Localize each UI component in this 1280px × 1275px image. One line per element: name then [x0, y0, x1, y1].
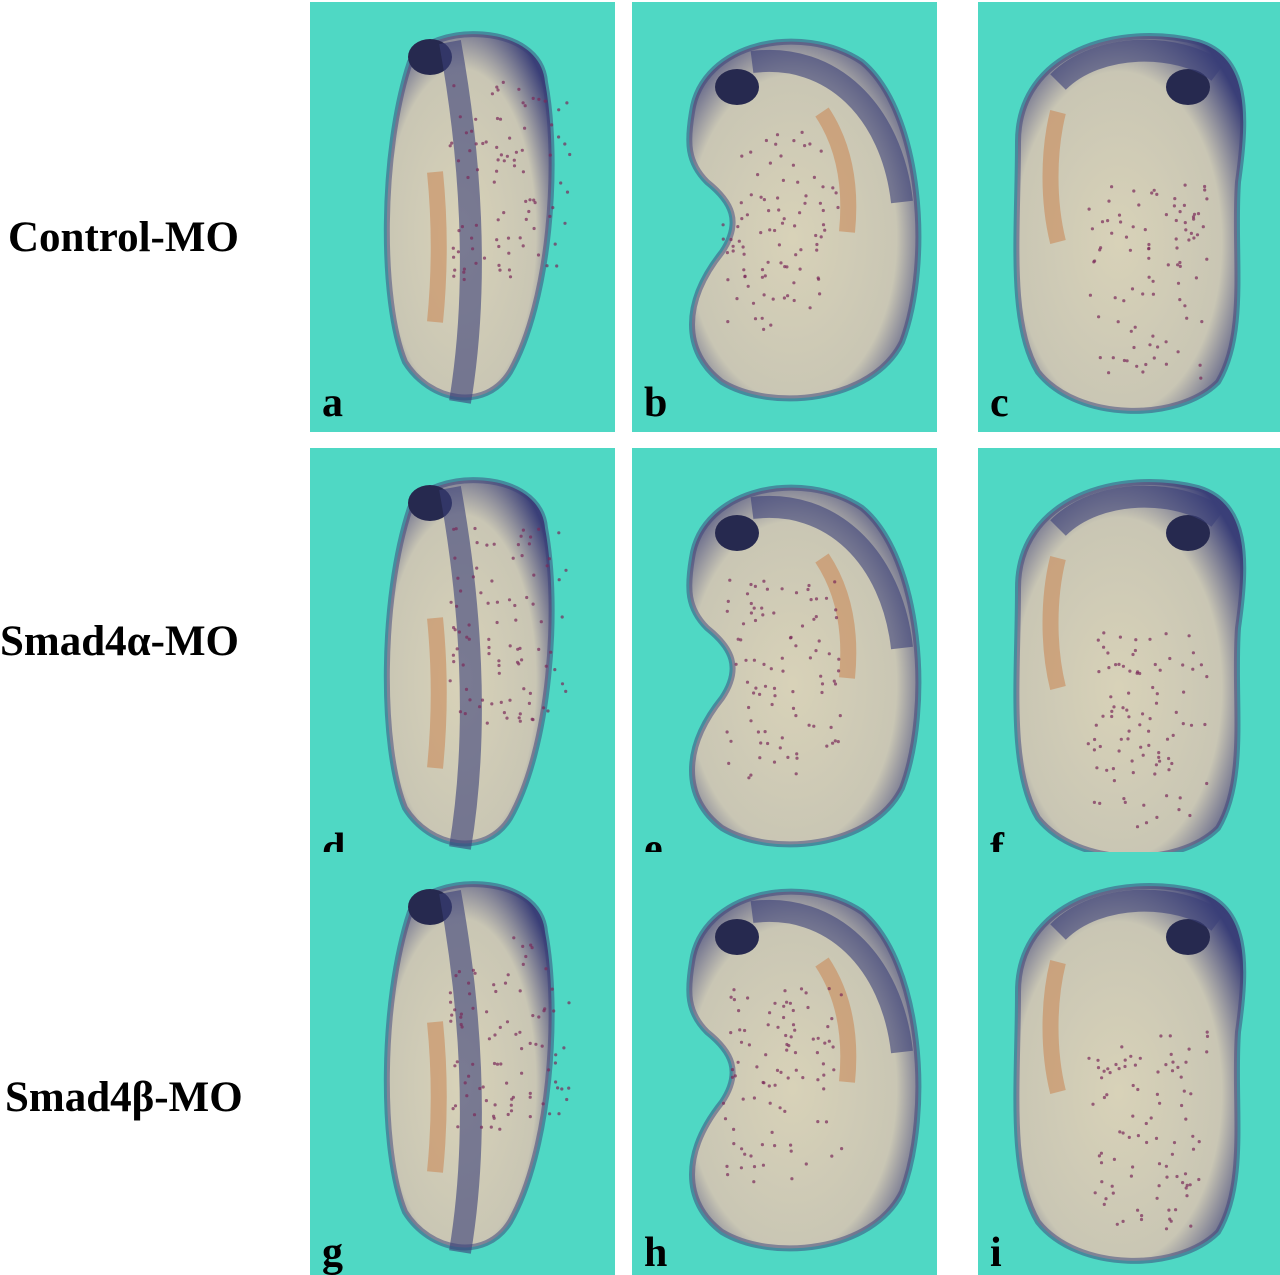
stained-cells [721, 987, 844, 1184]
embryo-body [686, 484, 922, 848]
embryo-eye [1166, 69, 1210, 105]
row-label-control-mo: Control-MO [8, 214, 239, 261]
panel-f: f [978, 448, 1280, 878]
embryo-somite-stain [427, 1021, 447, 1173]
embryo-stain-band [439, 40, 482, 404]
embryo-eye [715, 515, 759, 551]
panel-letter-c: c [990, 380, 1009, 426]
stained-cells [448, 80, 572, 282]
panel-letter-b: b [644, 380, 668, 426]
stained-cells [725, 578, 842, 780]
embryo-photo-b [632, 2, 937, 432]
embryo-somite-stain [1042, 960, 1066, 1094]
embryo-photo-c [978, 2, 1280, 432]
embryo-stain-band [1050, 485, 1225, 537]
panel-g: g [310, 852, 615, 1275]
embryo-stain-band [1050, 39, 1225, 91]
stained-cells [448, 936, 571, 1131]
embryo-stain-band [750, 495, 913, 650]
embryo-body [686, 38, 922, 402]
panel-c: c [978, 2, 1280, 432]
panel-d: d [310, 448, 615, 878]
embryo-somite-stain [815, 957, 857, 1083]
embryo-stain-band [750, 49, 913, 204]
embryo-stain-band [439, 890, 482, 1254]
stained-cells [1087, 1030, 1210, 1231]
embryo-somite-stain [1042, 110, 1066, 244]
embryo-somite-stain [815, 553, 857, 679]
embryo-body [1013, 883, 1247, 1264]
embryo-stain-band [750, 899, 913, 1054]
embryo-photo-i [978, 852, 1280, 1275]
embryo-photo-e [632, 448, 937, 878]
panel-b: b [632, 2, 937, 432]
stained-cells [1087, 183, 1209, 380]
embryo-photo-g [310, 852, 615, 1275]
embryo-eye [1166, 919, 1210, 955]
embryo-somite-stain [815, 107, 857, 233]
embryo-photo-h [632, 852, 937, 1275]
embryo-somite-stain [427, 171, 447, 323]
embryo-stain-band [1050, 889, 1225, 941]
panel-e: e [632, 448, 937, 878]
stained-cells [448, 526, 568, 725]
embryo-eye [715, 69, 759, 105]
row-label-smad4a-mo: Smad4α-MO [0, 618, 239, 665]
embryo-body [1013, 479, 1247, 860]
panel-letter-a: a [322, 380, 343, 426]
embryo-somite-stain [1042, 556, 1066, 690]
row-label-smad4b-mo: Smad4β-MO [5, 1074, 243, 1121]
embryo-somite-stain [427, 617, 447, 769]
panel-letter-i: i [990, 1230, 1002, 1275]
panel-letter-h: h [644, 1230, 668, 1275]
panel-h: h [632, 852, 937, 1275]
embryo-body [686, 888, 922, 1252]
embryo-photo-d [310, 448, 615, 878]
embryo-photo-a [310, 2, 615, 432]
stained-cells [721, 130, 840, 331]
panel-letter-g: g [322, 1230, 343, 1275]
embryo-eye [715, 919, 759, 955]
embryo-photo-f [978, 448, 1280, 878]
embryo-eye [1166, 515, 1210, 551]
panel-i: i [978, 852, 1280, 1275]
embryo-stain-band [439, 486, 482, 850]
stained-cells [1086, 631, 1209, 829]
panel-a: a [310, 2, 615, 432]
